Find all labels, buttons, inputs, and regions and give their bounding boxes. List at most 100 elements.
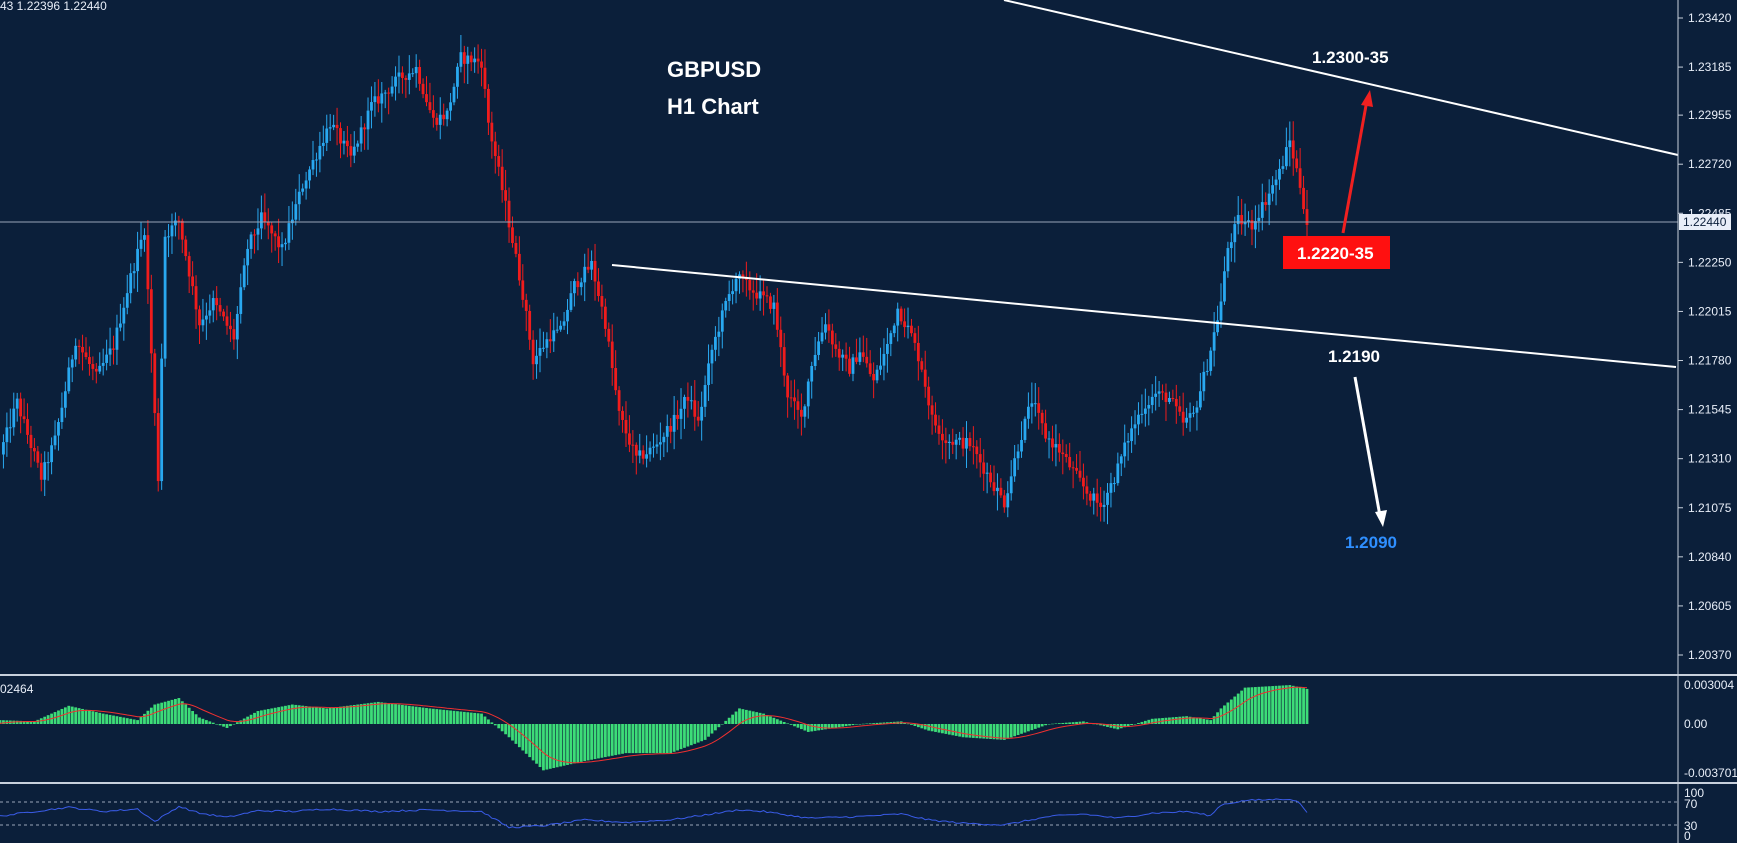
candle-body xyxy=(1250,220,1254,230)
candle-body xyxy=(315,159,318,161)
macd-bar xyxy=(1250,687,1254,724)
candle xyxy=(848,346,851,377)
candle-body xyxy=(163,236,167,359)
macd-bar xyxy=(77,708,81,724)
candle xyxy=(634,442,638,475)
candle xyxy=(1082,463,1085,500)
candle-body xyxy=(1150,396,1154,405)
candle xyxy=(1302,175,1305,214)
macd-bar xyxy=(101,713,105,724)
candle xyxy=(304,171,308,200)
macd-bar xyxy=(480,713,483,724)
macd-bar xyxy=(1061,722,1065,724)
candle xyxy=(744,261,748,297)
macd-bar xyxy=(445,710,449,724)
macd-bar xyxy=(572,724,576,764)
macd-bar xyxy=(559,724,563,767)
candle xyxy=(1240,198,1244,235)
candle xyxy=(105,339,109,371)
candle xyxy=(1106,483,1109,525)
macd-bar xyxy=(187,707,191,724)
macd-bar xyxy=(1082,721,1085,724)
candle-body xyxy=(1288,140,1292,148)
up-arrow-shaft xyxy=(1341,99,1369,234)
price-pane[interactable] xyxy=(0,0,1679,525)
macd-bar xyxy=(621,724,624,754)
candle-body xyxy=(483,67,487,89)
candle xyxy=(70,354,74,383)
macd-bar xyxy=(60,708,64,724)
macd-bar xyxy=(985,724,989,739)
candle-body xyxy=(363,127,366,130)
macd-bar xyxy=(504,724,508,735)
candle-body xyxy=(36,451,40,463)
candle xyxy=(999,478,1003,498)
candle xyxy=(146,220,150,304)
candle-body xyxy=(60,407,64,423)
candle-body xyxy=(1106,492,1109,505)
candle xyxy=(758,275,762,311)
candle-body xyxy=(1071,467,1075,469)
candle xyxy=(339,122,342,159)
candle xyxy=(235,305,239,360)
candle xyxy=(253,229,256,254)
candle xyxy=(1002,489,1006,513)
candle-body xyxy=(552,330,556,342)
macd-bar xyxy=(0,720,2,724)
candle xyxy=(968,432,972,452)
candle xyxy=(517,236,521,286)
price-tick-label: 1.21545 xyxy=(1688,403,1732,417)
candle-body xyxy=(775,302,779,330)
support-trendline[interactable] xyxy=(611,264,1677,368)
candle xyxy=(724,297,728,318)
candle-body xyxy=(239,287,243,314)
candle xyxy=(407,55,411,95)
candle xyxy=(1116,452,1120,486)
macd-bar xyxy=(1095,724,1099,725)
macd-bar xyxy=(174,698,177,724)
candle-body xyxy=(614,368,618,391)
candle-body xyxy=(1243,222,1247,225)
macd-bar xyxy=(686,724,690,747)
candle-body xyxy=(806,381,810,407)
macd-bar xyxy=(683,724,686,748)
macd-bar xyxy=(270,708,274,724)
macd-bar xyxy=(531,724,535,761)
candle-body xyxy=(1116,463,1120,484)
candle xyxy=(882,338,886,381)
macd-bar xyxy=(1078,721,1082,724)
candle-body xyxy=(1291,140,1295,159)
upper-trendline[interactable] xyxy=(1003,0,1679,156)
macd-pane[interactable]: 02464 xyxy=(0,682,1309,771)
candle-body xyxy=(321,142,325,146)
candle xyxy=(1171,389,1175,402)
candle xyxy=(765,286,769,303)
candle-body xyxy=(624,419,628,434)
candle xyxy=(493,131,497,174)
candle-body xyxy=(469,55,473,63)
macd-bar xyxy=(122,717,126,724)
macd-bar xyxy=(1205,719,1209,724)
candle xyxy=(665,414,669,453)
candle xyxy=(889,330,893,357)
macd-bar xyxy=(607,724,611,757)
candle-body xyxy=(215,298,219,306)
macd-bar xyxy=(841,724,845,727)
candle xyxy=(689,385,693,410)
candle xyxy=(174,212,177,237)
candle xyxy=(473,47,477,73)
price-tick-label: 1.21780 xyxy=(1688,354,1732,368)
candle xyxy=(115,314,119,365)
candle-body xyxy=(387,92,391,94)
candle-body xyxy=(335,124,339,129)
candle-body xyxy=(837,348,841,358)
candle xyxy=(1109,472,1113,508)
candle-body xyxy=(425,94,428,103)
rsi-pane[interactable] xyxy=(0,798,1678,829)
candle-body xyxy=(1030,403,1034,407)
candle-body xyxy=(1061,452,1065,455)
candle xyxy=(383,89,387,109)
candle-body xyxy=(81,346,84,353)
